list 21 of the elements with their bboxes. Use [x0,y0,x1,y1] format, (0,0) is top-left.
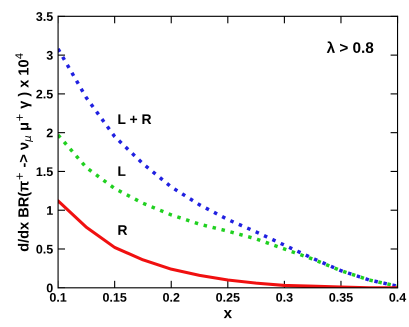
y-tick-label: 1 [47,206,53,215]
annotation: λ > 0.8 [326,41,374,54]
x-tick-label: 0.35 [329,292,353,302]
y-tick-label: 3 [46,50,53,60]
x-tick-label: 0.1 [50,292,66,302]
y-tick-label: 2 [46,128,53,138]
x-tick-label: 0.15 [102,292,126,302]
y-tick-label: 1.5 [36,167,53,176]
x-tick-label: 0.25 [216,292,240,302]
series-label: R [118,225,128,235]
y-tick-label: 0 [46,284,53,292]
y-tick-label: 0.5 [36,244,53,254]
x-axis-title: x [224,310,232,318]
series-label: L [118,166,126,176]
x-tick-label: 0.2 [163,292,180,302]
series-label: L + R [118,114,152,124]
x-tick-label: 0.3 [276,292,293,302]
x-tick-label: 0.4 [389,292,406,302]
y-axis-title: d/dx BR(π$^{+}$ -> ν$_{μ}$ μ$^{+}$ γ ) x 10$^{4}$ [15,53,33,252]
y-tick-label: 2.5 [36,90,53,99]
y-tick-label: 3.5 [36,12,53,22]
